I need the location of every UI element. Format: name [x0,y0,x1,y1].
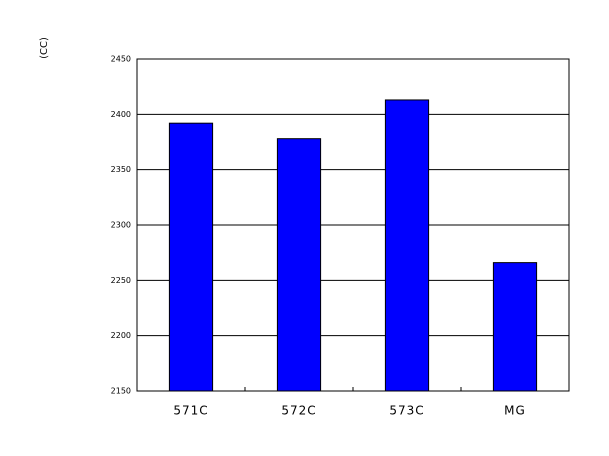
y-axis-label: (CC) [39,37,50,59]
bar [384,99,430,392]
y-tick-label: 2250 [111,276,131,285]
y-tick-label: 2150 [111,387,131,396]
bar [168,122,214,392]
y-tick-label: 2350 [111,165,131,174]
y-tick-label: 2450 [111,55,131,64]
x-tick-label: 571C [173,404,208,418]
bar [276,138,322,392]
x-tick-label: 572C [281,404,316,418]
y-tick-label: 2400 [111,110,131,119]
bar [492,262,538,392]
y-tick-label: 2300 [111,221,131,230]
x-tick-label: 573C [389,404,424,418]
y-tick-label: 2200 [111,331,131,340]
x-tick-label: MG [504,404,526,418]
plot-frame [136,58,570,392]
